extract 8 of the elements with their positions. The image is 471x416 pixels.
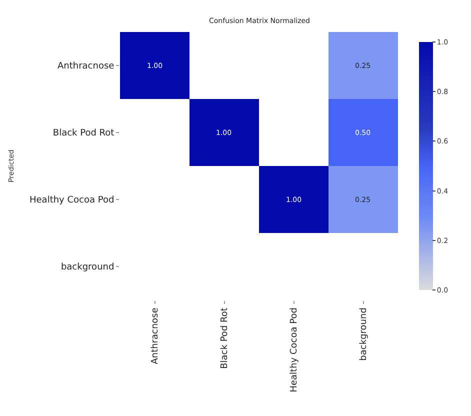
y-tick-label: Anthracnose <box>57 62 115 72</box>
x-tick-label: Healthy Cocoa Pod <box>290 308 300 392</box>
y-tick-label: Black Pod Rot <box>52 128 115 139</box>
y-tick-label: background <box>60 262 114 273</box>
x-tick-label: background <box>359 308 370 361</box>
y-tick-label: Healthy Cocoa Pod <box>30 196 114 206</box>
x-tick-label: Black Pod Rot <box>220 307 230 369</box>
x-tick-label: Anthracnose <box>150 307 161 364</box>
